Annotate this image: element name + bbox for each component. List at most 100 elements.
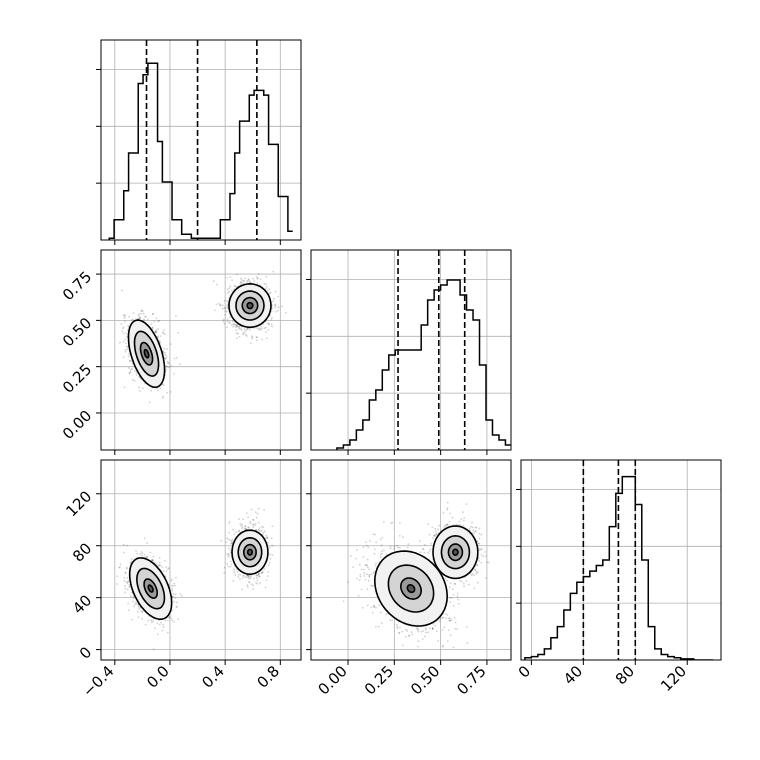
scatter-point: [398, 631, 400, 634]
scatter-point: [171, 589, 174, 592]
scatter-point: [143, 537, 146, 540]
scatter-point: [234, 574, 237, 576]
scatter-point: [164, 353, 167, 356]
scatter-point: [130, 618, 133, 621]
scatter-point: [258, 327, 261, 330]
scatter-point: [438, 620, 441, 623]
scatter-point: [235, 531, 238, 533]
scatter-point: [167, 568, 169, 570]
scatter-point: [257, 529, 260, 531]
scatter-point: [140, 312, 142, 315]
scatter-point: [126, 581, 129, 583]
scatter-point: [255, 339, 258, 342]
scatter-point: [268, 322, 271, 325]
scatter-point: [242, 333, 245, 336]
scatter-point: [238, 325, 241, 328]
scatter-point: [379, 553, 382, 556]
scatter-point: [227, 565, 230, 568]
scatter-point: [162, 331, 164, 334]
scatter-point: [447, 617, 450, 620]
scatter-point: [228, 520, 231, 523]
scatter-point: [473, 532, 476, 535]
scatter-point: [118, 566, 121, 569]
scatter-point: [454, 628, 456, 630]
scatter-point: [226, 563, 229, 565]
scatter-point: [232, 323, 235, 326]
scatter-point: [131, 378, 134, 381]
scatter-point: [218, 302, 220, 305]
scatter-point: [237, 576, 240, 578]
scatter-point: [236, 571, 239, 573]
scatter-point: [271, 317, 273, 319]
scatter-point: [238, 529, 241, 532]
scatter-point: [255, 582, 257, 584]
scatter-point: [254, 524, 256, 527]
scatter-point: [235, 285, 238, 288]
scatter-point: [228, 322, 231, 325]
scatter-point: [161, 566, 164, 569]
scatter-point: [168, 617, 171, 619]
scatter-point: [227, 553, 230, 555]
scatter-point: [130, 560, 133, 563]
scatter-point: [246, 328, 249, 330]
scatter-point: [424, 628, 427, 631]
scatter-point: [163, 329, 166, 331]
scatter-point: [259, 278, 262, 281]
scatter-point: [152, 618, 155, 620]
scatter-point: [246, 279, 249, 282]
scatter-point: [260, 571, 263, 574]
contour-line: [139, 341, 154, 366]
scatter-point: [373, 548, 376, 551]
scatter-point: [261, 525, 263, 528]
scatter-point: [132, 597, 135, 600]
scatter-point: [138, 390, 141, 392]
scatter-point: [253, 280, 256, 282]
scatter-point: [356, 577, 358, 580]
scatter-point: [246, 584, 249, 587]
scatter-point: [475, 526, 478, 529]
scatter-point: [168, 362, 170, 364]
scatter-point: [457, 598, 459, 601]
scatter-point: [256, 277, 259, 279]
scatter-point: [380, 544, 383, 547]
scatter-point: [478, 560, 481, 562]
scatter-point: [431, 626, 434, 629]
scatter-point: [267, 571, 269, 573]
scatter-point: [450, 618, 453, 621]
scatter-point: [177, 618, 180, 621]
scatter-point: [249, 522, 252, 525]
x-tick-label: 40: [560, 662, 586, 688]
scatter-point: [252, 588, 255, 590]
scatter-point: [128, 583, 131, 586]
scatter-point: [251, 337, 254, 340]
scatter-point: [237, 573, 240, 576]
scatter-point: [265, 536, 268, 539]
scatter-point: [374, 564, 377, 567]
scatter-point: [257, 273, 260, 276]
scatter-point: [141, 611, 144, 614]
scatter-point: [358, 579, 361, 581]
histogram-step: [108, 62, 293, 240]
scatter-point: [473, 587, 476, 590]
y-tick-label: 120: [62, 487, 95, 520]
scatter-point: [227, 555, 230, 558]
scatter-point: [122, 332, 125, 335]
scatter-point: [252, 524, 255, 526]
scatter-point: [415, 627, 418, 630]
scatter-point: [258, 575, 261, 578]
scatter-point: [239, 281, 242, 284]
panel-frame: [100, 249, 302, 451]
scatter-point: [172, 584, 174, 587]
scatter-point: [398, 546, 401, 549]
scatter-point: [123, 579, 126, 582]
scatter-point: [469, 529, 471, 532]
scatter-point: [363, 572, 366, 575]
scatter-point: [396, 544, 398, 547]
scatter-point: [237, 530, 240, 533]
scatter-point: [349, 555, 352, 557]
contour-line: [231, 529, 269, 576]
scatter-point: [158, 339, 161, 342]
scatter-point: [138, 317, 141, 320]
scatter-point: [223, 566, 226, 569]
scatter-point: [150, 559, 153, 562]
